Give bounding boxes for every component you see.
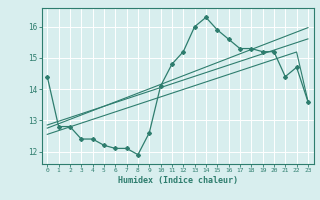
X-axis label: Humidex (Indice chaleur): Humidex (Indice chaleur) <box>118 176 237 185</box>
